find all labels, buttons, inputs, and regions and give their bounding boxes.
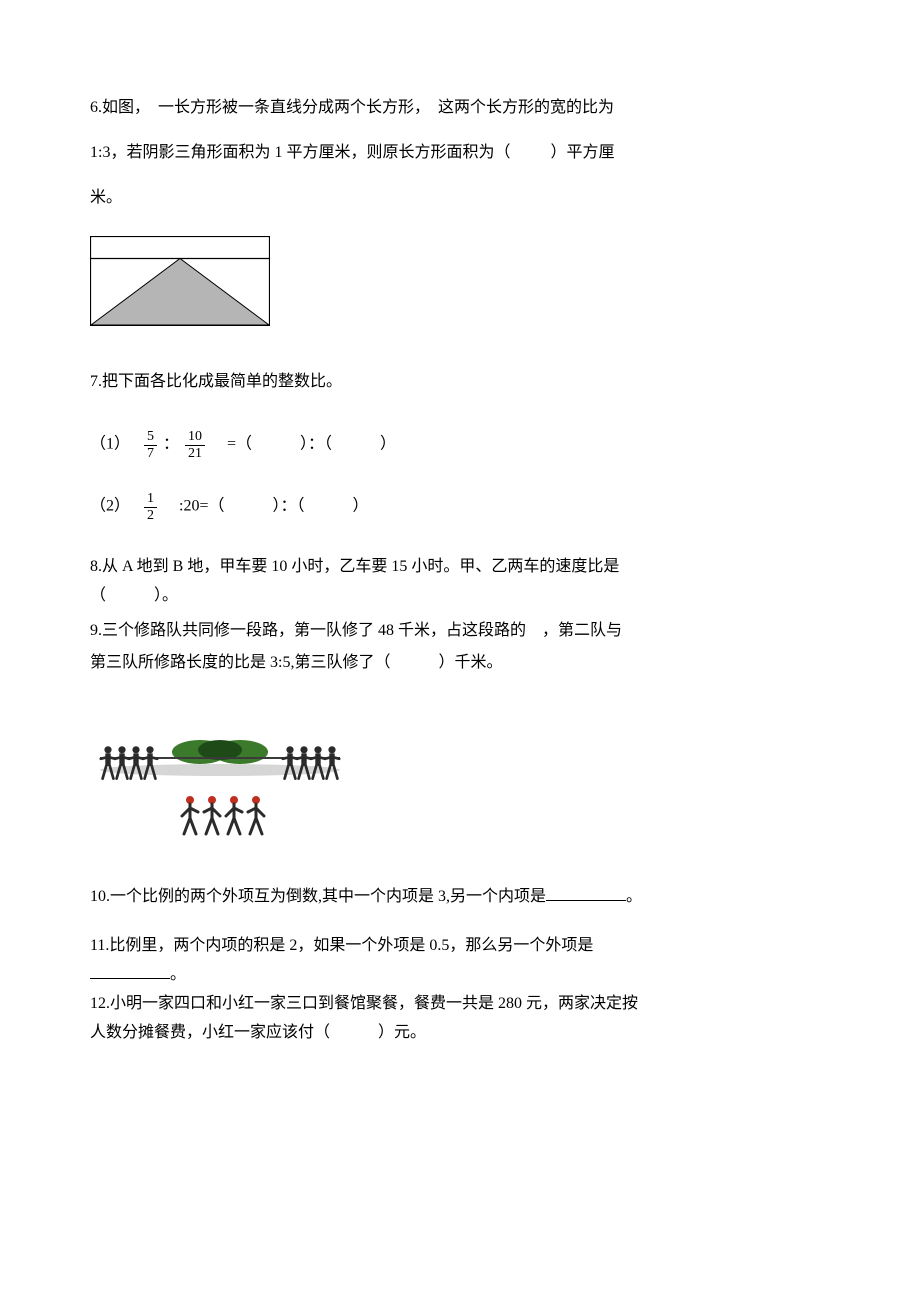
frac-num: 5 bbox=[144, 429, 157, 445]
frac-den: 2 bbox=[144, 508, 157, 523]
q6-figure bbox=[90, 236, 830, 335]
q7-p1-label: （1） bbox=[90, 436, 130, 453]
q6-line3: 米。 bbox=[90, 180, 830, 215]
q7-part2: （2） 1 2 :20=（ ）：（ ） bbox=[90, 491, 830, 523]
q7-part1: （1） 5 7 ： 10 21 =（ ）：（ ） bbox=[90, 429, 830, 461]
q8-line1: 8.从 A 地到 B 地，甲车要 10 小时，乙车要 15 小时。甲、乙两车的速… bbox=[90, 553, 830, 582]
q7-p2-label: （2） bbox=[90, 498, 130, 515]
q11-line1: 11.比例里，两个内项的积是 2，如果一个外项是 0.5，那么另一个外项是 bbox=[90, 932, 830, 961]
q9-line1: 9.三个修路队共同修一段路，第一队修了 48 千米，占这段路的 ，第二队与 bbox=[90, 617, 830, 646]
q7-p1-frac2: 10 21 bbox=[185, 429, 205, 461]
q8-line2: （ ）。 bbox=[90, 582, 830, 611]
q9-line2: 第三队所修路长度的比是 3:5,第三队修了（ ）千米。 bbox=[90, 645, 830, 680]
q7-p1-frac1: 5 7 bbox=[144, 429, 157, 461]
q7-stem: 7.把下面各比化成最简单的整数比。 bbox=[90, 364, 830, 399]
frac-den: 21 bbox=[185, 446, 205, 461]
q7-p1-colon: ： bbox=[163, 436, 179, 453]
frac-num: 10 bbox=[185, 429, 205, 445]
q12-line2: 人数分摊餐费，小红一家应该付（ ）元。 bbox=[90, 1019, 830, 1048]
q6-line2b: ）平方厘 bbox=[550, 144, 614, 161]
q6-line2a: 1:3，若阴影三角形面积为 1 平方厘米，则原长方形面积为（ bbox=[90, 144, 510, 161]
q11-line2: 。 bbox=[90, 961, 830, 990]
frac-den: 7 bbox=[144, 446, 157, 461]
frac-num: 1 bbox=[144, 491, 157, 507]
q7-p2-tail: :20=（ ）：（ ） bbox=[163, 498, 368, 515]
q10-b: 。 bbox=[626, 888, 642, 905]
q6-line2: 1:3，若阴影三角形面积为 1 平方厘米，则原长方形面积为（ ）平方厘 bbox=[90, 135, 830, 170]
q7-p1-eq: =（ ）：（ ） bbox=[211, 436, 396, 453]
q11-blank bbox=[90, 962, 170, 979]
q10-blank bbox=[546, 884, 626, 901]
q6-line1: 6.如图， 一长方形被一条直线分成两个长方形， 这两个长方形的宽的比为 bbox=[90, 90, 830, 125]
q10: 10.一个比例的两个外项互为倒数,其中一个内项是 3,另一个内项是 。 bbox=[90, 879, 830, 914]
q12-line1: 12.小明一家四口和小红一家三口到餐馆聚餐，餐费一共是 280 元，两家决定按 bbox=[90, 990, 830, 1019]
q7-p2-frac: 1 2 bbox=[144, 491, 157, 523]
q10-a: 10.一个比例的两个外项互为倒数,其中一个内项是 3,另一个内项是 bbox=[90, 888, 546, 905]
q9-figure bbox=[90, 710, 830, 849]
q11-tail: 。 bbox=[170, 966, 186, 983]
